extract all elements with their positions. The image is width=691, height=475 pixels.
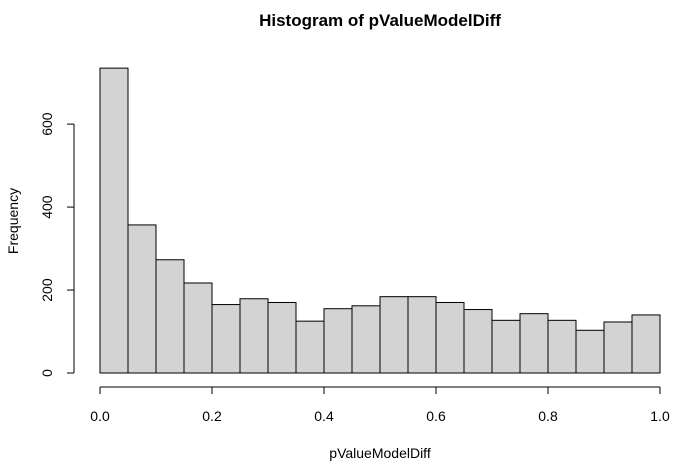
histogram-bar xyxy=(127,224,157,374)
histogram-bar xyxy=(351,305,381,374)
histogram-bar xyxy=(547,319,577,374)
y-tick-label: 600 xyxy=(39,112,55,136)
y-tick-label: 200 xyxy=(39,278,55,302)
y-axis: 0 200 400 600 xyxy=(39,112,75,377)
x-tick-label: 0.4 xyxy=(314,408,334,424)
histogram-bar xyxy=(435,301,465,374)
histogram-bar xyxy=(99,67,129,374)
x-tick-label: 0.6 xyxy=(426,408,446,424)
chart-title: Histogram of pValueModelDiff xyxy=(259,11,501,30)
y-tick-label: 400 xyxy=(39,195,55,219)
histogram-bars xyxy=(99,67,661,374)
histogram-bar xyxy=(407,296,437,374)
histogram-bar xyxy=(603,321,633,374)
histogram-bar xyxy=(211,304,241,374)
x-tick-label: 0.2 xyxy=(202,408,222,424)
histogram-bar xyxy=(491,319,521,374)
histogram-bar xyxy=(155,259,185,374)
x-tick-label: 1.0 xyxy=(650,408,670,424)
histogram-bar xyxy=(519,313,549,374)
histogram-bar xyxy=(463,309,493,374)
histogram-bar xyxy=(323,308,353,374)
histogram-bar xyxy=(295,320,325,374)
x-axis: 0.0 0.2 0.4 0.6 0.8 1.0 xyxy=(90,386,670,424)
x-axis-label: pValueModelDiff xyxy=(329,445,431,461)
y-axis-label: Frequency xyxy=(5,188,21,254)
x-tick-label: 0.0 xyxy=(90,408,110,424)
x-tick-label: 0.8 xyxy=(538,408,558,424)
histogram-bar xyxy=(239,298,269,374)
histogram-bar xyxy=(575,329,605,374)
y-tick-label: 0 xyxy=(39,369,55,377)
histogram-bar xyxy=(631,314,661,374)
histogram-bar xyxy=(267,301,297,374)
histogram-bar xyxy=(183,282,213,374)
histogram-bar xyxy=(379,296,409,374)
